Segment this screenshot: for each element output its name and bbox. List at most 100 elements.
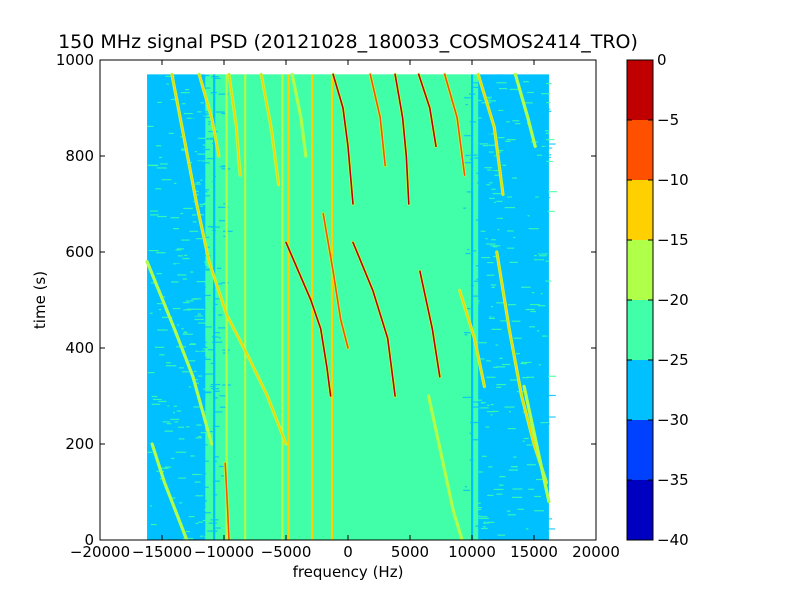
heatmap-noise-streak	[158, 467, 169, 469]
heatmap-noise-streak	[537, 345, 548, 347]
heatmap-noise-streak	[493, 201, 496, 203]
heatmap-noise-streak	[498, 109, 504, 112]
heatmap-noise-streak	[150, 164, 158, 167]
heatmap-noise-streak	[538, 253, 548, 255]
heatmap-noise-streak	[475, 508, 482, 511]
heatmap-trace	[477, 73, 504, 196]
heatmap-noise-streak	[169, 225, 173, 227]
heatmap-noise-streak	[476, 172, 480, 174]
chart-title: 150 MHz signal PSD (20121028_180033_COSM…	[58, 31, 638, 53]
colorbar-tick-label: −20	[657, 291, 689, 309]
heatmap-noise-streak	[491, 328, 502, 330]
heatmap-noise-streak	[205, 268, 213, 270]
heatmap-noise-streak	[497, 407, 502, 409]
heatmap-noise-streak	[201, 326, 212, 328]
heatmap-noise-streak	[508, 411, 512, 413]
heatmap-noise-streak	[204, 536, 211, 538]
heatmap-noise-streak	[214, 411, 223, 413]
heatmap-noise-streak	[496, 400, 502, 403]
heatmap-noise-streak	[473, 451, 475, 453]
heatmap-noise-streak	[506, 454, 517, 456]
heatmap-noise-streak	[482, 145, 489, 147]
x-tick-label: 10000	[448, 543, 496, 561]
heatmap-noise-streak	[199, 148, 211, 151]
heatmap-noise-streak	[534, 510, 544, 512]
heatmap-noise-streak	[223, 203, 227, 205]
heatmap-noise-streak	[496, 82, 507, 84]
heatmap-noise-streak	[496, 386, 502, 388]
heatmap-noise-streak	[469, 303, 480, 305]
heatmap-noise-streak	[153, 109, 158, 111]
heatmap-noise-streak	[524, 139, 528, 141]
colorbar-segment	[627, 420, 653, 480]
colorbar-tick-label: −10	[657, 171, 689, 189]
heatmap-noise-streak	[169, 497, 176, 499]
heatmap-noise-streak	[174, 538, 178, 540]
heatmap-noise-streak	[154, 344, 161, 346]
heatmap-noise-streak	[535, 478, 545, 481]
heatmap-noise-streak	[486, 274, 495, 276]
heatmap-noise-streak	[518, 338, 528, 341]
heatmap-noise-streak	[212, 220, 220, 222]
heatmap-noise-streak	[540, 422, 549, 424]
heatmap-noise-streak	[186, 274, 190, 276]
colorbar-tick-label: −5	[657, 111, 679, 129]
heatmap-noise-streak	[527, 215, 530, 217]
heatmap-noise-streak	[168, 379, 171, 382]
heatmap-noise-streak	[181, 148, 186, 150]
heatmap-noise-streak	[195, 522, 199, 524]
heatmap-noise-streak	[218, 511, 229, 513]
heatmap-noise-streak	[216, 144, 224, 146]
heatmap-noise-streak	[171, 490, 177, 492]
heatmap-noise-streak	[547, 143, 556, 145]
heatmap-noise-streak	[213, 456, 220, 458]
heatmap-noise-streak	[544, 130, 550, 132]
heatmap-noise-streak	[466, 503, 474, 506]
heatmap-noise-streak	[471, 295, 479, 297]
heatmap-noise-streak	[498, 484, 504, 486]
colorbar-tick-label: 0	[657, 51, 667, 69]
heatmap-noise-streak	[488, 151, 494, 153]
heatmap-noise-streak	[219, 166, 226, 168]
heatmap-trace	[352, 241, 396, 397]
heatmap-noise-streak	[176, 194, 180, 197]
heatmap-noise-streak	[547, 375, 557, 377]
heatmap-noise-streak	[487, 195, 491, 198]
heatmap-noise-streak	[180, 237, 185, 239]
heatmap-noise-streak	[196, 526, 199, 528]
heatmap-noise-streak	[463, 97, 473, 99]
heatmap-noise-streak	[219, 281, 224, 283]
heatmap-noise-streak	[220, 128, 228, 130]
heatmap-noise-streak	[465, 103, 468, 106]
heatmap-noise-streak	[497, 228, 500, 231]
heatmap-noise-streak	[175, 263, 186, 265]
heatmap-noise-streak	[218, 314, 223, 316]
heatmap-noise-streak	[501, 424, 506, 426]
heatmap-noise-streak	[215, 163, 222, 165]
heatmap-noise-streak	[489, 146, 495, 148]
heatmap-noise-streak	[207, 349, 214, 351]
heatmap-noise-streak	[528, 488, 534, 490]
heatmap-noise-streak	[193, 370, 197, 373]
heatmap-noise-streak	[463, 258, 469, 261]
heatmap-noise-streak	[534, 495, 542, 498]
heatmap-noise-streak	[157, 215, 167, 218]
heatmap-noise-streak	[178, 438, 185, 440]
heatmap-vertical-line	[287, 74, 290, 540]
heatmap-noise-streak	[185, 88, 190, 91]
heatmap-noise-streak	[510, 519, 520, 522]
heatmap-noise-streak	[483, 314, 491, 316]
heatmap-noise-streak	[208, 522, 217, 524]
heatmap-noise-streak	[197, 153, 208, 155]
heatmap-noise-streak	[478, 342, 487, 344]
heatmap-noise-streak	[526, 528, 529, 530]
heatmap-noise-streak	[537, 225, 540, 227]
heatmap-noise-streak	[490, 316, 500, 318]
heatmap-noise-streak	[221, 256, 226, 258]
heatmap-noise-streak	[152, 398, 162, 401]
heatmap-noise-streak	[173, 228, 180, 230]
heatmap-noise-streak	[530, 310, 536, 313]
heatmap-noise-streak	[478, 538, 482, 540]
heatmap-noise-streak	[515, 466, 518, 468]
heatmap-noise-streak	[198, 521, 203, 523]
